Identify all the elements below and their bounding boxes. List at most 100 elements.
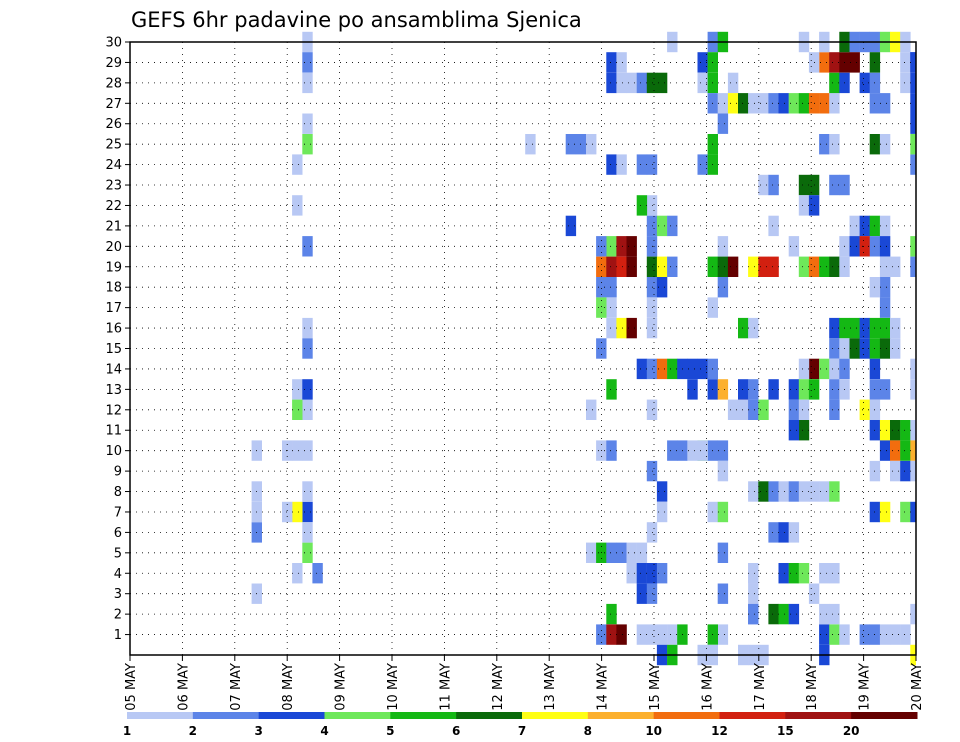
y-tick-label-19: 19 [105, 260, 122, 275]
legend-swatch-4 [390, 712, 457, 719]
heatmap-cell-336 [910, 134, 916, 155]
legend-label-6: 7 [518, 724, 526, 738]
heatmap-cell-200 [798, 174, 810, 196]
x-tick-label-4: 09 MAY [334, 663, 349, 711]
heatmap-cell-247 [890, 338, 901, 359]
heatmap-cell-22 [292, 195, 303, 216]
heatmap-cell-163 [738, 93, 749, 114]
heatmap-cell-296 [829, 481, 840, 502]
heatmap-cell-177 [829, 72, 840, 94]
heatmap-cell-214 [859, 236, 870, 257]
y-tick-label-10: 10 [105, 444, 122, 459]
x-tick-label-13: 18 MAY [805, 663, 820, 711]
heatmap-cell-241 [829, 338, 840, 359]
heatmap-cell-38 [606, 256, 617, 277]
heatmap-cell-256 [788, 379, 800, 400]
heatmap-cell-293 [798, 481, 810, 502]
heatmap-cell-75 [606, 52, 617, 73]
heatmap-cell-198 [758, 174, 769, 196]
heatmap-cell-335 [879, 134, 891, 155]
heatmap-cell-262 [879, 379, 891, 400]
y-tick-label-15: 15 [105, 342, 122, 357]
heatmap-cell-78 [616, 72, 627, 94]
heatmap-cell-12 [302, 522, 313, 543]
heatmap-cell-196 [879, 93, 891, 114]
heatmap-cell-292 [788, 481, 800, 502]
heatmap-cell-68 [616, 624, 627, 645]
legend-label-0: 1 [123, 724, 131, 738]
x-tick-label-2: 07 MAY [229, 663, 244, 711]
heatmap-cell-305 [778, 563, 789, 584]
x-tick-label-14: 19 MAY [858, 663, 873, 711]
y-tick-label-13: 13 [105, 383, 122, 398]
heatmap-cell-103 [667, 358, 678, 380]
heatmap-cell-333 [910, 154, 916, 175]
heatmap-cell-325 [890, 624, 901, 645]
heatmap-cell-300 [910, 501, 916, 523]
heatmap-cell-341 [910, 72, 916, 94]
x-tick-label-3: 08 MAY [281, 663, 296, 711]
heatmap-cell-52 [586, 399, 597, 420]
heatmap-cell-39 [616, 256, 627, 277]
heatmap-cell-42 [626, 236, 637, 257]
heatmap-cell-51 [606, 379, 617, 400]
y-tick-label-12: 12 [105, 403, 122, 418]
heatmap-cell-106 [687, 379, 698, 400]
heatmap-cell-82 [656, 72, 668, 94]
heatmap-cell-71 [656, 624, 668, 645]
heatmap-cell-162 [727, 93, 739, 114]
heatmap-cell-80 [636, 72, 648, 94]
heatmap-cell-307 [798, 563, 810, 584]
heatmap-cell-319 [819, 624, 830, 645]
heatmap-cell-251 [829, 358, 840, 380]
y-tick-label-20: 20 [105, 240, 122, 255]
x-tick-label-6: 11 MAY [438, 663, 453, 711]
heatmap-cell-119 [656, 563, 668, 584]
heatmap-cell-21 [292, 154, 303, 175]
heatmap-cell-46 [596, 297, 607, 318]
heatmap-cell-218 [748, 256, 759, 277]
heatmap-cell-276 [890, 420, 901, 441]
heatmap-cell-221 [798, 256, 810, 277]
heatmap-cell-48 [616, 317, 627, 339]
legend-swatch-11 [851, 712, 918, 719]
heatmap-cell-244 [859, 338, 870, 359]
legend-label-9: 12 [711, 724, 728, 738]
x-tick-label-10: 15 MAY [648, 663, 663, 711]
x-tick-label-1: 06 MAY [176, 663, 191, 711]
y-tick-label-6: 6 [114, 526, 122, 541]
legend-swatch-8 [653, 712, 720, 719]
heatmap-cell-166 [768, 93, 779, 114]
heatmap-cell-95 [667, 256, 678, 277]
y-tick-label-25: 25 [105, 138, 122, 153]
y-tick-label-4: 4 [114, 567, 122, 582]
x-tick-label-12: 17 MAY [753, 663, 768, 711]
legend-label-1: 2 [189, 724, 197, 738]
heatmap-cell-306 [788, 563, 800, 584]
heatmap-cell-5 [302, 317, 313, 339]
x-tick-label-5: 10 MAY [386, 663, 401, 711]
heatmap-cell-17 [302, 379, 313, 400]
legend-label-4: 5 [386, 724, 394, 738]
y-tick-label-1: 1 [114, 628, 122, 643]
y-tick-label-11: 11 [105, 424, 122, 439]
heatmap-cell-302 [778, 522, 789, 543]
heatmap-cell-173 [819, 52, 830, 73]
legend-label-10: 15 [777, 724, 794, 738]
heatmap-cell-133 [697, 154, 708, 175]
heatmap-cell-45 [606, 297, 617, 318]
heatmap-cell-18 [292, 440, 303, 461]
heatmap-cell-15 [292, 379, 303, 400]
legend-label-7: 8 [584, 724, 592, 738]
heatmap-cell-314 [778, 603, 789, 625]
heatmap-cell-37 [596, 256, 607, 277]
heatmap-cell-268 [798, 399, 810, 420]
heatmap-cell-40 [626, 256, 637, 277]
heatmap-cell-318 [910, 603, 916, 625]
heatmap-cell-281 [900, 440, 911, 461]
legend-swatch-3 [324, 712, 391, 719]
heatmap-cell-31 [565, 134, 577, 155]
y-tick-label-29: 29 [105, 56, 122, 71]
heatmap-cell-67 [606, 624, 617, 645]
heatmap-cell-171 [819, 93, 830, 114]
